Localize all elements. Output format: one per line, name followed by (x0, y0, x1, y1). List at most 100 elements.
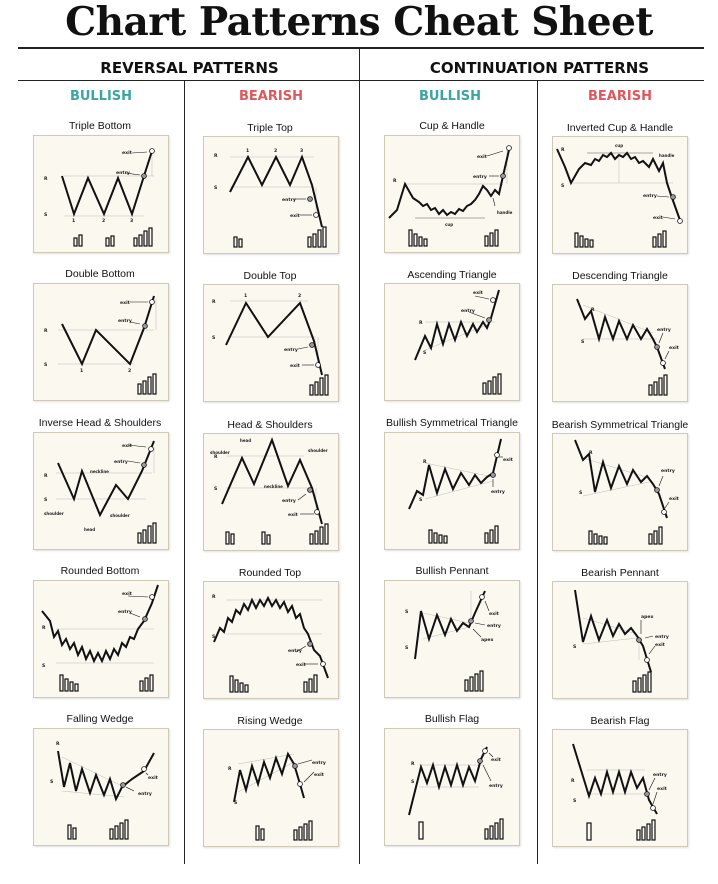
label-exit: exit (655, 642, 666, 648)
entry-marker (654, 344, 660, 350)
chart-bullish-symmetrical-triangle-svg: R S exit entry (408, 438, 514, 544)
label-shoulder-left: shoulder (210, 450, 230, 455)
label-entry: entry (114, 459, 128, 465)
label-S: S (573, 644, 576, 650)
chart-bearish-pennant: S apex entry exit (552, 581, 688, 699)
exit-marker (506, 145, 512, 151)
label-exit: exit (503, 457, 514, 463)
label-R: R (56, 741, 60, 747)
exit-marker (314, 509, 320, 515)
exit-marker (149, 299, 155, 305)
price-line (414, 289, 500, 361)
chart-falling-wedge: R S exit entry (33, 728, 169, 846)
label-R: R (212, 299, 216, 305)
volume-bars (408, 229, 499, 247)
label-entry: entry (284, 347, 298, 353)
panel-title-triple-top: Triple Top (247, 122, 293, 134)
exit-marker (313, 212, 319, 218)
label-S: S (423, 350, 426, 356)
volume-bars (574, 230, 667, 248)
volume-bars (233, 226, 327, 248)
entry-marker (307, 487, 313, 493)
exit-marker (490, 297, 496, 303)
label-S-upper: S (405, 609, 408, 615)
label-apex: apex (481, 638, 494, 643)
panel-title-double-top: Double Top (243, 270, 297, 282)
exit-marker (149, 148, 155, 154)
chart-rounded-top: R S entry exit (203, 581, 339, 699)
label-R: R (214, 153, 218, 159)
column-divider-left (184, 81, 185, 864)
label-entry: entry (138, 791, 152, 797)
chart-rounded-bottom: R S entry exit (33, 580, 169, 698)
label-entry: entry (489, 783, 503, 789)
price-line (576, 298, 666, 370)
label-top-1: 1 (246, 148, 249, 154)
price-line (388, 149, 510, 219)
label-bottom-1: 1 (72, 218, 75, 224)
entry-marker (500, 173, 506, 179)
volume-bars (309, 374, 329, 396)
label-R: R (589, 450, 593, 456)
panel-title-cup-handle: Cup & Handle (419, 120, 485, 132)
chart-inverse-head-shoulders: R S neckline shoulder head shoulder entr… (33, 432, 169, 550)
label-R: R (214, 454, 218, 460)
label-exit: exit (491, 757, 502, 763)
label-S: S (42, 663, 45, 669)
label-cup: cup (445, 222, 453, 227)
panel-title-inverse-head-shoulders: Inverse Head & Shoulders (38, 417, 162, 429)
price-line (225, 300, 323, 376)
label-entry: entry (116, 170, 130, 176)
volume-bars (137, 373, 157, 395)
entry-marker (654, 487, 660, 493)
price-line (213, 595, 329, 679)
chart-double-bottom-svg: R S 1 2 entry exit (44, 295, 157, 395)
chart-inverted-cup-handle-svg: R S cup handle entry exit (556, 143, 683, 248)
chart-bullish-pennant-svg: S S exit entry apex (405, 590, 501, 692)
chart-bearish-symmetrical-triangle-svg: R S entry exit (574, 439, 680, 545)
label-top-3: 3 (300, 148, 303, 154)
panel-title-ascending-triangle: Ascending Triangle (407, 269, 497, 281)
panel-title-bearish-pennant: Bearish Pennant (581, 567, 659, 579)
label-S: S (581, 339, 584, 345)
entry-marker (644, 791, 650, 797)
label-entry: entry (282, 197, 296, 203)
label-exit: exit (122, 591, 133, 597)
entry-marker (490, 472, 496, 478)
chart-ascending-triangle: R S entry exit (384, 283, 520, 401)
label-R: R (423, 459, 427, 465)
price-line (233, 751, 305, 803)
panel-title-bullish-pennant: Bullish Pennant (415, 565, 489, 577)
chart-bearish-symmetrical-triangle: R S entry exit (552, 433, 688, 551)
label-S: S (212, 335, 215, 341)
entry-marker (120, 782, 126, 788)
entry-marker (141, 462, 147, 468)
label-R: R (44, 328, 48, 334)
chart-double-top-svg: R S 1 2 entry exit (212, 293, 329, 396)
label-entry: entry (491, 489, 505, 495)
label-S: S (214, 185, 217, 191)
label-R: R (571, 778, 575, 784)
chart-rounded-top-svg: R S entry exit (212, 594, 329, 693)
exit-marker (479, 594, 485, 600)
label-exit: exit (653, 215, 664, 221)
panel-title-head-shoulders: Head & Shoulders (227, 419, 313, 431)
label-entry: entry (118, 318, 132, 324)
label-S: S (411, 779, 414, 785)
label-exit: exit (477, 154, 488, 160)
section-reversal: REVERSAL PATTERNS (100, 59, 279, 77)
chart-triple-bottom: R S 1 2 3 entry exit (33, 135, 169, 253)
label-shoulder-right: shoulder (308, 448, 328, 453)
chart-bullish-symmetrical-triangle: R S exit entry (384, 432, 520, 550)
volume-bars (418, 818, 504, 840)
chart-bullish-flag-svg: R S exit entry (408, 746, 504, 840)
label-S: S (419, 497, 422, 503)
chart-descending-triangle-svg: R S entry exit (576, 298, 680, 396)
column-head-bullish-continuation: BULLISH (418, 89, 482, 104)
label-neckline: neckline (90, 469, 109, 474)
volume-bars (73, 227, 153, 247)
label-R: R (561, 147, 565, 153)
label-R: R (212, 594, 216, 600)
price-line (61, 150, 153, 218)
column-head-bearish-continuation: BEARISH (588, 89, 652, 104)
